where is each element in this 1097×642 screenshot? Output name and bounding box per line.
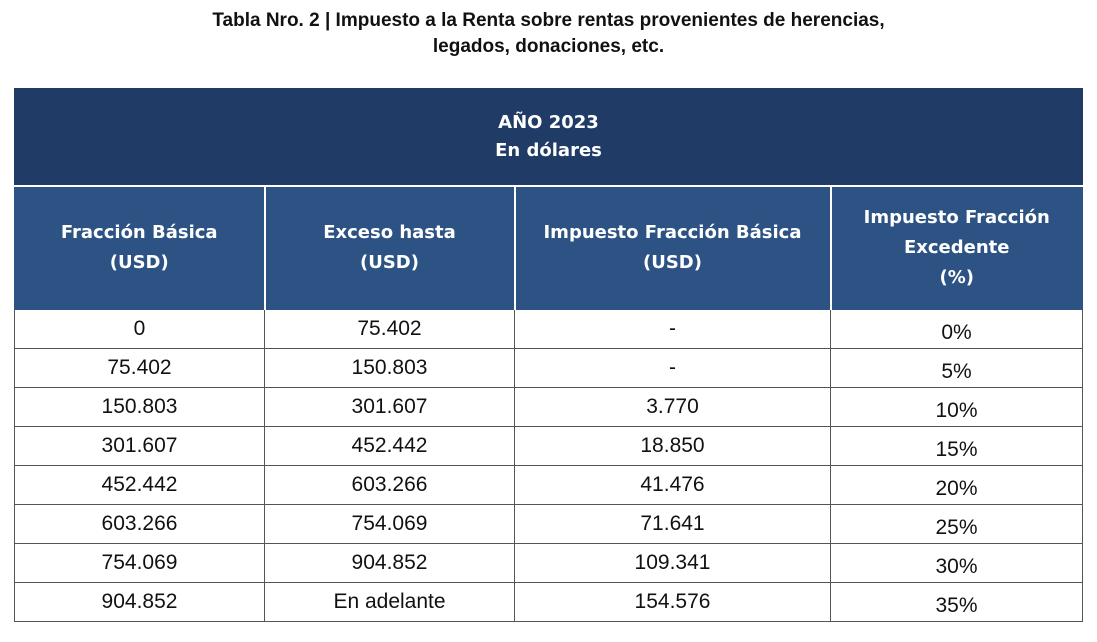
table-row: 754.069 904.852 109.341 30% bbox=[14, 543, 1083, 583]
cell-impuesto-fraccion-basica: 18.850 bbox=[514, 426, 831, 466]
cell-fraccion-basica: 150.803 bbox=[14, 387, 265, 427]
cell-fraccion-basica: 0 bbox=[14, 309, 265, 349]
table-row: 301.607 452.442 18.850 15% bbox=[14, 426, 1083, 466]
year-banner: AÑO 2023 En dólares bbox=[14, 88, 1083, 187]
table-row: 150.803 301.607 3.770 10% bbox=[14, 387, 1083, 427]
cell-fraccion-basica: 75.402 bbox=[14, 348, 265, 388]
cell-impuesto-excedente: 30% bbox=[830, 543, 1083, 583]
cell-fraccion-basica: 904.852 bbox=[14, 582, 265, 622]
cell-impuesto-fraccion-basica: 41.476 bbox=[514, 465, 831, 505]
table-row: 603.266 754.069 71.641 25% bbox=[14, 504, 1083, 544]
cell-impuesto-excedente: 15% bbox=[830, 426, 1083, 466]
cell-impuesto-fraccion-basica: 71.641 bbox=[514, 504, 831, 544]
cell-fraccion-basica: 452.442 bbox=[14, 465, 265, 505]
table-row: 75.402 150.803-5% bbox=[14, 348, 1083, 388]
year-banner-subtitle: En dólares bbox=[495, 140, 602, 161]
caption-line-2: legados, donaciones, etc. bbox=[432, 36, 665, 57]
cell-fraccion-basica: 754.069 bbox=[14, 543, 265, 583]
year-banner-row: AÑO 2023 En dólares bbox=[14, 88, 1083, 187]
cell-impuesto-fraccion-basica: 154.576 bbox=[514, 582, 831, 622]
cell-impuesto-excedente: 20% bbox=[830, 465, 1083, 505]
cell-exceso-hasta: En adelante bbox=[264, 582, 515, 622]
table-body: 0 75.402-0% 75.402 150.803-5% 150.803 301.607… bbox=[14, 309, 1083, 622]
cell-impuesto-fraccion-basica: 109.341 bbox=[514, 543, 831, 583]
cell-exceso-hasta: 301.607 bbox=[264, 387, 515, 427]
cell-exceso-hasta: 754.069 bbox=[264, 504, 515, 544]
cell-exceso-hasta: 452.442 bbox=[264, 426, 515, 466]
table-row: 904.852 En adelante 154.576 35% bbox=[14, 582, 1083, 622]
cell-impuesto-excedente: 10% bbox=[830, 387, 1083, 427]
column-header-fraccion-basica: Fracción Básica (USD) bbox=[14, 185, 266, 310]
cell-exceso-hasta: 603.266 bbox=[264, 465, 515, 505]
table-caption: Tabla Nro. 2 | Impuesto a la Renta sobre… bbox=[0, 8, 1097, 60]
cell-impuesto-excedente: 35% bbox=[830, 582, 1083, 622]
cell-fraccion-basica: 301.607 bbox=[14, 426, 265, 466]
column-header-exceso-hasta: Exceso hasta (USD) bbox=[263, 185, 516, 310]
column-header-impuesto-fraccion-basica: Impuesto Fracción Básica (USD) bbox=[513, 185, 832, 310]
cell-fraccion-basica: 603.266 bbox=[14, 504, 265, 544]
cell-impuesto-fraccion-basica: - bbox=[514, 309, 831, 349]
cell-impuesto-excedente: 5% bbox=[830, 348, 1083, 388]
year-banner-title: AÑO 2023 bbox=[498, 112, 599, 133]
table-head: AÑO 2023 En dólares Fracción Básica (USD… bbox=[14, 88, 1083, 310]
column-header-row: Fracción Básica (USD) Exceso hasta (USD)… bbox=[14, 185, 1083, 310]
cell-exceso-hasta: 150.803 bbox=[264, 348, 515, 388]
cell-impuesto-fraccion-basica: - bbox=[514, 348, 831, 388]
tax-table: AÑO 2023 En dólares Fracción Básica (USD… bbox=[14, 88, 1083, 622]
cell-exceso-hasta: 75.402 bbox=[264, 309, 515, 349]
table-row: 0 75.402-0% bbox=[14, 309, 1083, 349]
column-header-impuesto-excedente: Impuesto Fracción Excedente (%) bbox=[829, 185, 1083, 310]
caption-line-1: Tabla Nro. 2 | Impuesto a la Renta sobre… bbox=[212, 10, 885, 31]
cell-impuesto-excedente: 25% bbox=[830, 504, 1083, 544]
cell-impuesto-excedente: 0% bbox=[830, 309, 1083, 349]
table-row: 452.442 603.266 41.476 20% bbox=[14, 465, 1083, 505]
cell-exceso-hasta: 904.852 bbox=[264, 543, 515, 583]
cell-impuesto-fraccion-basica: 3.770 bbox=[514, 387, 831, 427]
